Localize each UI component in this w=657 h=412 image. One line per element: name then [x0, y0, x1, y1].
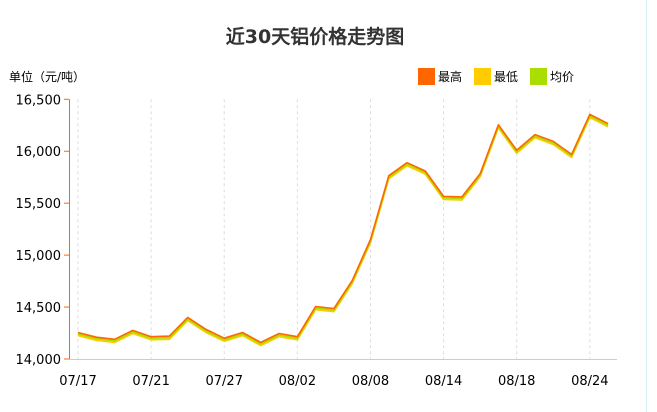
legend-item-low[interactable]: 最低 — [474, 68, 518, 85]
y-tick-label: 16,500 — [16, 93, 62, 108]
y-tick-label: 15,500 — [16, 197, 62, 212]
y-axis-label: 单位（元/吨） — [9, 70, 86, 84]
series-line-avg — [77, 115, 609, 345]
legend-item-high[interactable]: 最高 — [418, 68, 462, 85]
y-tick-label: 15,000 — [16, 249, 62, 264]
legend: 最高 最低 均价 — [418, 68, 574, 85]
y-tick-label: 14,500 — [16, 301, 62, 316]
x-tick-label: 08/14 — [425, 374, 462, 389]
legend-swatch-avg — [530, 68, 548, 85]
panel-border — [646, 0, 647, 412]
series-line-low — [77, 116, 609, 347]
legend-label-high: 最高 — [438, 70, 463, 84]
legend-label-avg: 均价 — [550, 70, 575, 84]
legend-swatch-high — [418, 68, 435, 85]
legend-swatch-low — [474, 68, 492, 85]
x-tick-label: 08/02 — [279, 374, 316, 389]
legend-label-low: 最低 — [494, 70, 519, 84]
y-tick-label: 16,000 — [16, 145, 62, 160]
x-tick-label: 08/08 — [352, 374, 389, 389]
x-tick-label: 07/17 — [59, 374, 96, 389]
legend-item-avg[interactable]: 均价 — [530, 68, 574, 85]
series-line-high — [77, 113, 609, 344]
x-tick-label: 08/24 — [571, 374, 608, 389]
chart-title: 近30天铝价格走势图 — [225, 26, 405, 48]
y-tick-label: 14,000 — [16, 353, 62, 368]
x-tick-label: 07/21 — [132, 374, 169, 389]
x-tick-label: 07/27 — [206, 374, 243, 389]
x-tick-label: 08/18 — [498, 374, 535, 389]
